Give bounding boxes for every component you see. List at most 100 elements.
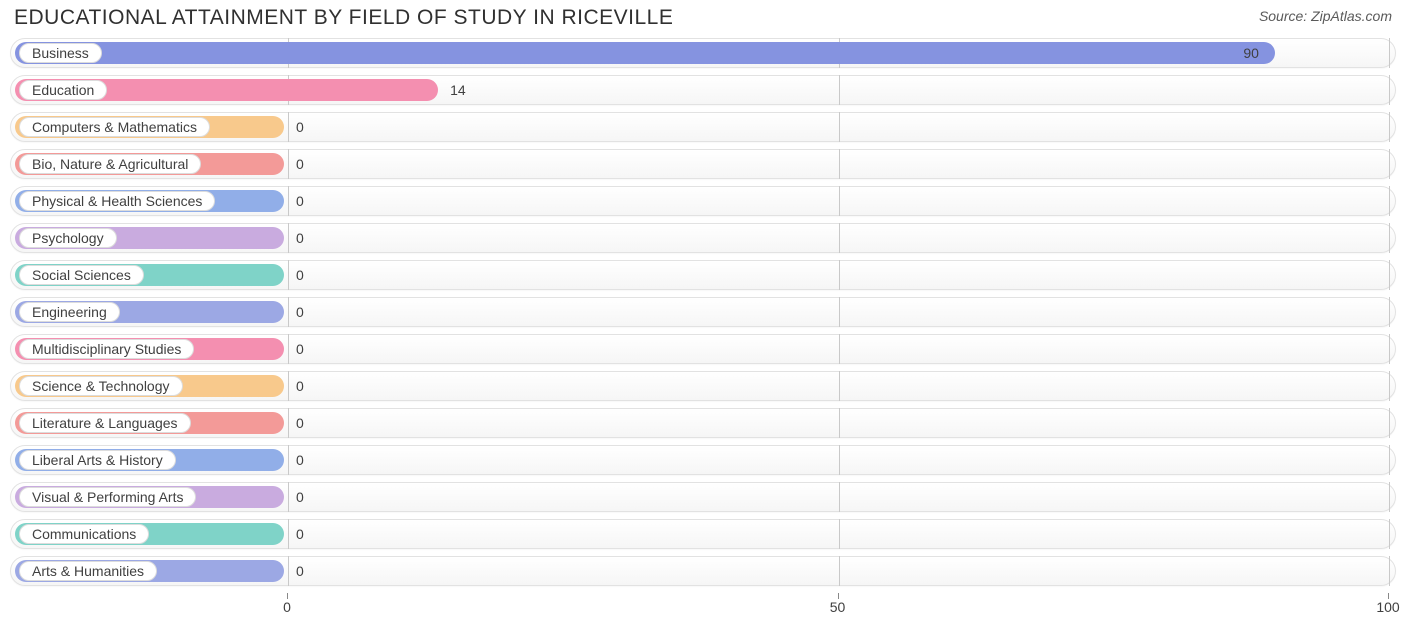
bar-fill: Business 90 xyxy=(15,42,1275,64)
gridline xyxy=(1389,297,1390,327)
gridline xyxy=(839,149,840,179)
value-label: 0 xyxy=(296,304,304,320)
bar-row: 0 Bio, Nature & Agricultural xyxy=(10,149,1396,179)
category-label: Social Sciences xyxy=(19,265,144,285)
chart-plot: Business 90 14 Education 0 Computers & Mathem… xyxy=(10,38,1396,586)
category-label: Physical & Health Sciences xyxy=(19,191,215,211)
value-label: 0 xyxy=(296,526,304,542)
gridline xyxy=(288,519,289,549)
value-label: 0 xyxy=(296,119,304,135)
bar-fill: Psychology xyxy=(15,227,284,249)
category-label: Computers & Mathematics xyxy=(19,117,210,137)
chart-source: Source: ZipAtlas.com xyxy=(1259,6,1392,24)
gridline xyxy=(1389,112,1390,142)
value-label: 0 xyxy=(296,378,304,394)
gridline xyxy=(288,260,289,290)
gridline xyxy=(1389,519,1390,549)
bar-fill: Literature & Languages xyxy=(15,412,284,434)
gridline xyxy=(1389,482,1390,512)
bar-row: 0 Visual & Performing Arts xyxy=(10,482,1396,512)
bar-fill: Communications xyxy=(15,523,284,545)
gridline xyxy=(839,186,840,216)
gridline xyxy=(839,260,840,290)
gridline xyxy=(839,408,840,438)
axis-tick-label: 0 xyxy=(283,599,291,615)
bar-fill: Liberal Arts & History xyxy=(15,449,284,471)
gridline xyxy=(288,371,289,401)
category-label: Multidisciplinary Studies xyxy=(19,339,194,359)
x-axis: 0 50 100 xyxy=(10,593,1396,621)
bar-row: 14 Education xyxy=(10,75,1396,105)
bar-row: 0 Science & Technology xyxy=(10,371,1396,401)
gridline xyxy=(839,371,840,401)
gridline xyxy=(288,149,289,179)
gridline xyxy=(288,556,289,586)
value-label: 90 xyxy=(1243,45,1259,61)
bar-fill: Engineering xyxy=(15,301,284,323)
bar-fill: Education xyxy=(15,79,438,101)
bar-row: 0 Multidisciplinary Studies xyxy=(10,334,1396,364)
category-label: Visual & Performing Arts xyxy=(19,487,196,507)
gridline xyxy=(1389,223,1390,253)
value-label: 0 xyxy=(296,193,304,209)
category-label: Business xyxy=(19,43,102,63)
gridline xyxy=(1389,334,1390,364)
gridline xyxy=(1389,556,1390,586)
category-label: Science & Technology xyxy=(19,376,183,396)
axis-tick-label: 50 xyxy=(830,599,846,615)
gridline xyxy=(288,223,289,253)
bar-row: 0 Computers & Mathematics xyxy=(10,112,1396,142)
gridline xyxy=(1389,186,1390,216)
bar-fill: Multidisciplinary Studies xyxy=(15,338,284,360)
gridline xyxy=(1389,38,1390,68)
category-label: Literature & Languages xyxy=(19,413,191,433)
gridline xyxy=(1389,371,1390,401)
gridline xyxy=(1389,445,1390,475)
value-label: 0 xyxy=(296,156,304,172)
bar-fill: Physical & Health Sciences xyxy=(15,190,284,212)
axis-tick-label: 100 xyxy=(1376,599,1399,615)
gridline xyxy=(839,223,840,253)
bar-row: 0 Communications xyxy=(10,519,1396,549)
category-label: Psychology xyxy=(19,228,117,248)
gridline xyxy=(839,297,840,327)
gridline xyxy=(288,297,289,327)
value-label: 0 xyxy=(296,452,304,468)
gridline xyxy=(839,75,840,105)
gridline xyxy=(839,556,840,586)
value-label: 0 xyxy=(296,563,304,579)
bar-row: 0Psychology xyxy=(10,223,1396,253)
category-label: Liberal Arts & History xyxy=(19,450,176,470)
chart-header: EDUCATIONAL ATTAINMENT BY FIELD OF STUDY… xyxy=(10,6,1396,38)
value-label: 14 xyxy=(450,82,466,98)
value-label: 0 xyxy=(296,489,304,505)
bar-fill: Science & Technology xyxy=(15,375,284,397)
gridline xyxy=(839,112,840,142)
bar-row: Business 90 xyxy=(10,38,1396,68)
bar-fill: Social Sciences xyxy=(15,264,284,286)
gridline xyxy=(288,445,289,475)
gridline xyxy=(839,445,840,475)
gridline xyxy=(288,186,289,216)
bar-row: 0 Physical & Health Sciences xyxy=(10,186,1396,216)
bar-fill: Arts & Humanities xyxy=(15,560,284,582)
gridline xyxy=(839,334,840,364)
bar-fill: Bio, Nature & Agricultural xyxy=(15,153,284,175)
gridline xyxy=(288,482,289,512)
category-label: Engineering xyxy=(19,302,120,322)
gridline xyxy=(839,482,840,512)
category-label: Communications xyxy=(19,524,149,544)
bar-row: 0 Engineering xyxy=(10,297,1396,327)
bar-row: 0 Literature & Languages xyxy=(10,408,1396,438)
gridline xyxy=(1389,260,1390,290)
gridline xyxy=(1389,149,1390,179)
value-label: 0 xyxy=(296,341,304,357)
value-label: 0 xyxy=(296,415,304,431)
bar-fill: Computers & Mathematics xyxy=(15,116,284,138)
gridline xyxy=(1389,408,1390,438)
category-label: Bio, Nature & Agricultural xyxy=(19,154,201,174)
chart-title: EDUCATIONAL ATTAINMENT BY FIELD OF STUDY… xyxy=(14,6,673,30)
bar-row: 0Social Sciences xyxy=(10,260,1396,290)
gridline xyxy=(288,112,289,142)
category-label: Arts & Humanities xyxy=(19,561,157,581)
